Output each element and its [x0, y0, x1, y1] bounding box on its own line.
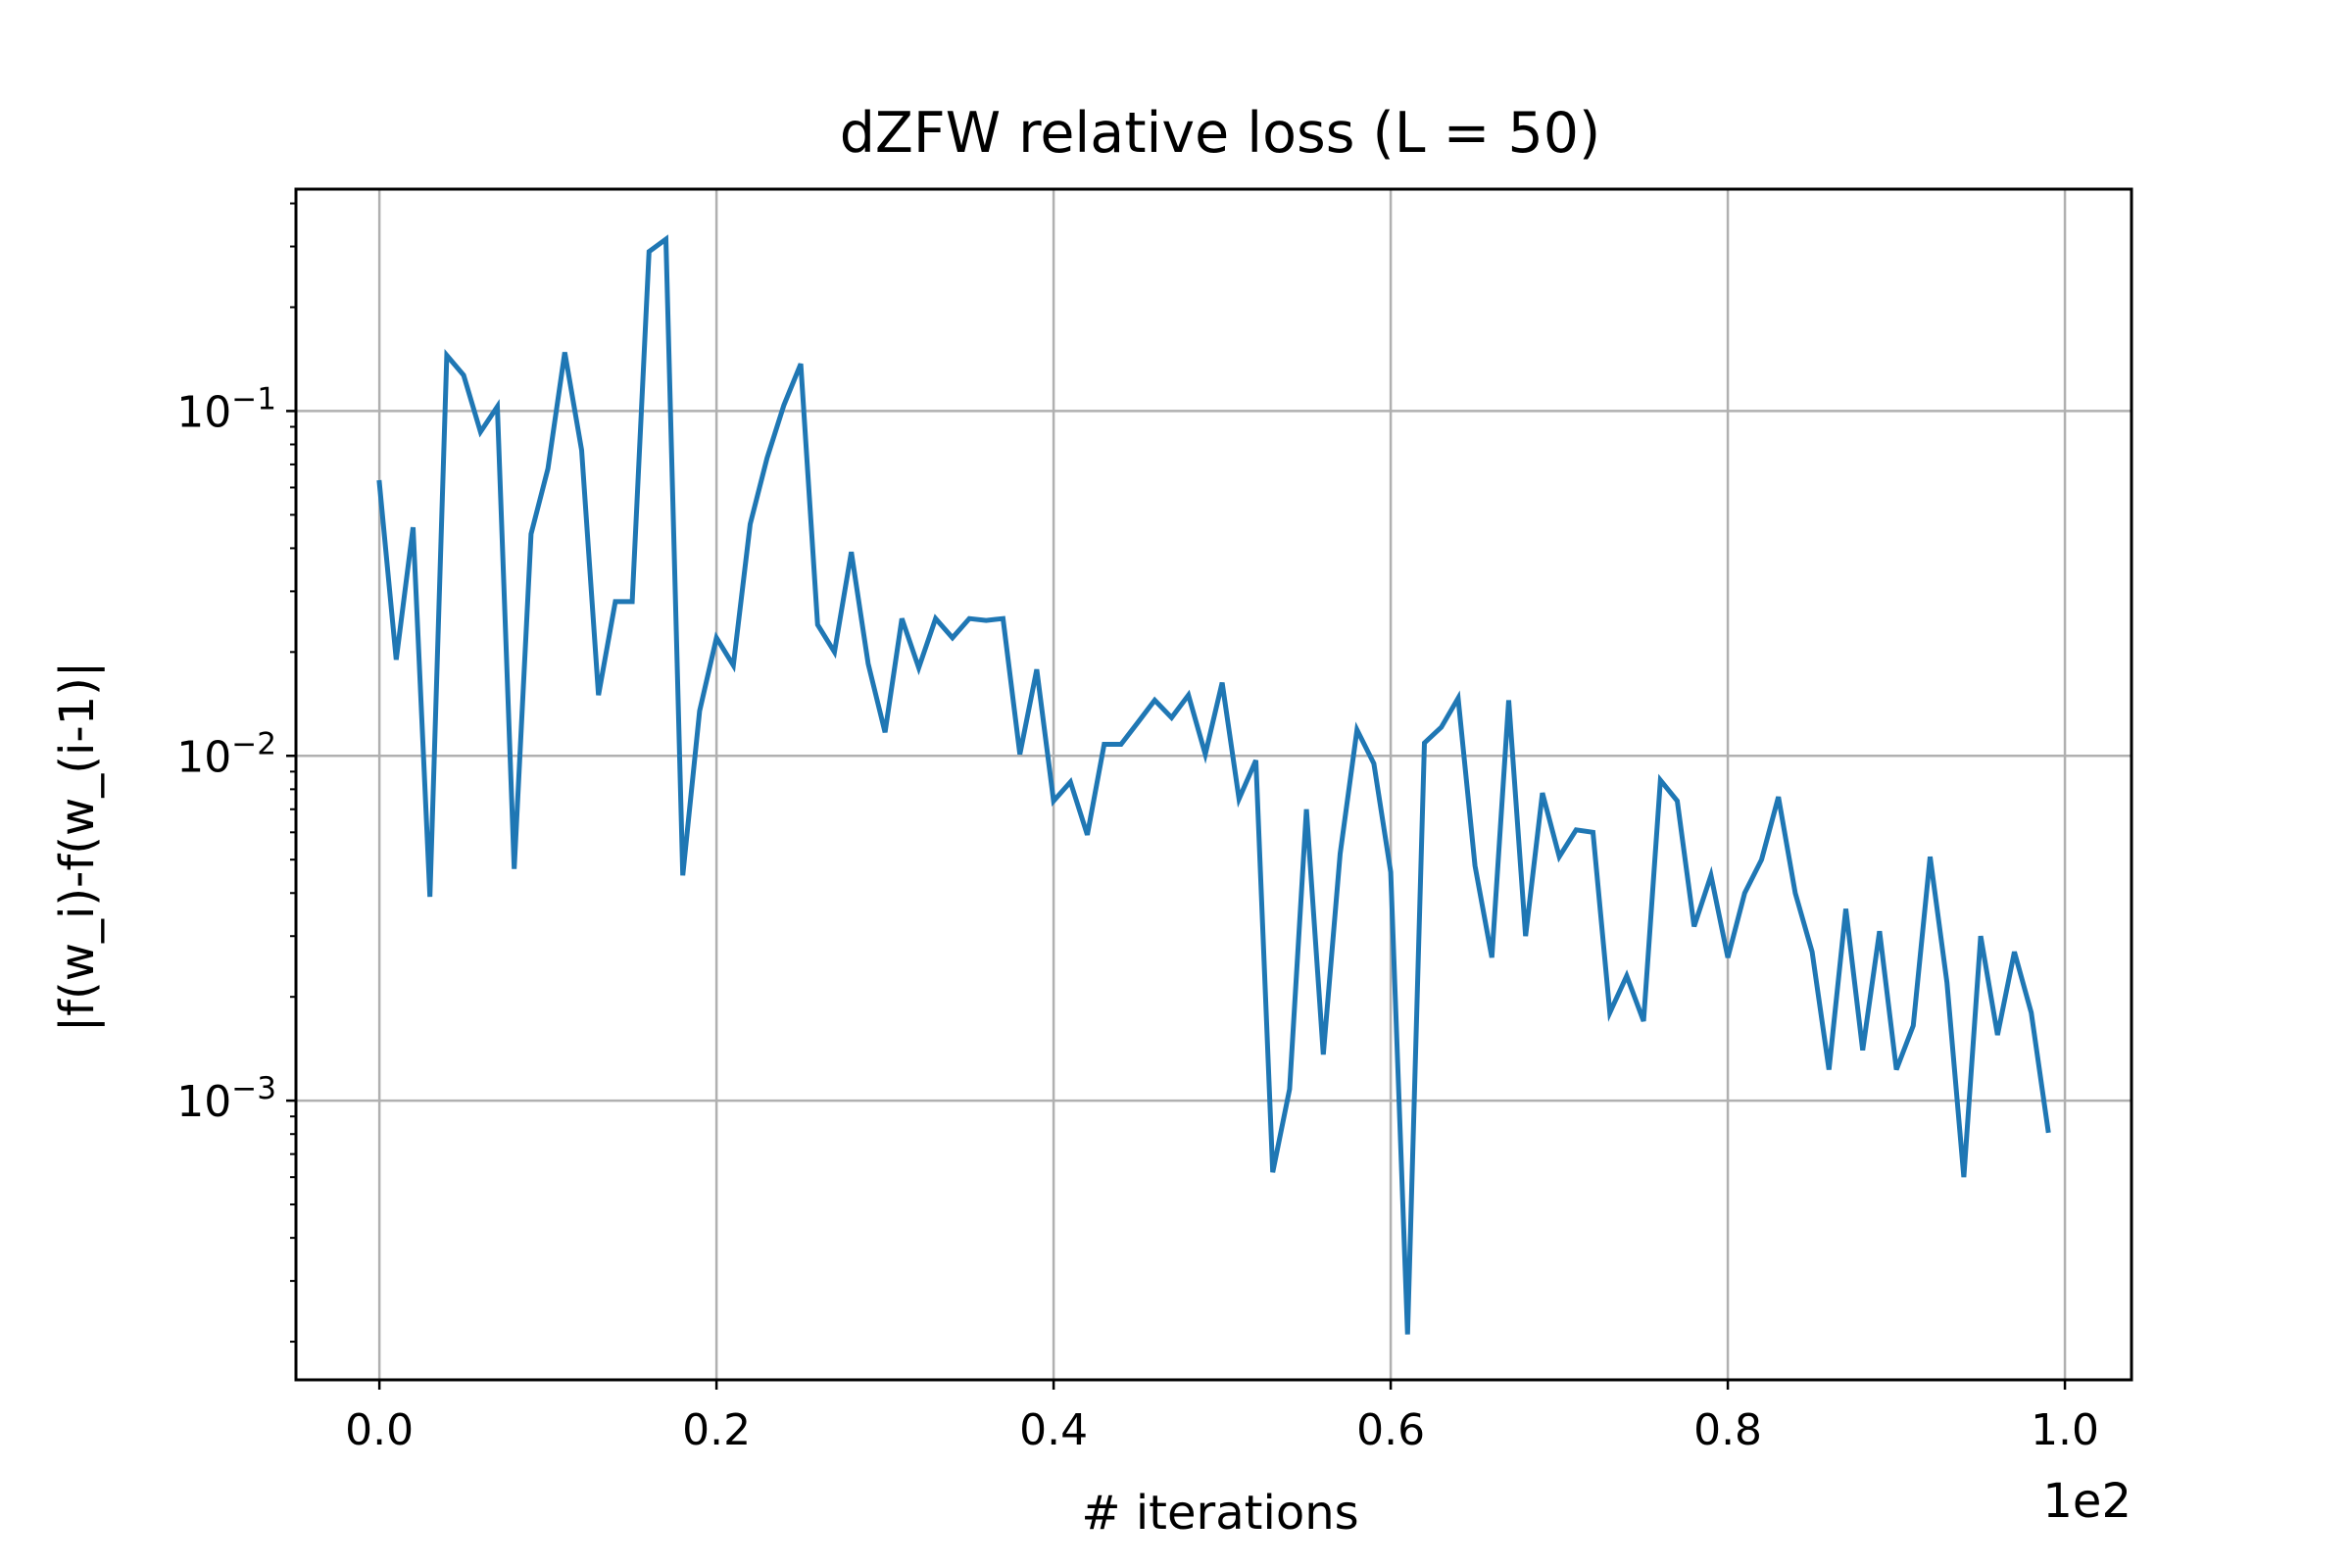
grid	[296, 189, 2132, 1380]
x-axis-offset-label: 1e2	[2042, 1474, 2132, 1529]
x-axis-ticks: 0.0 0.2 0.4 0.6 0.8 1.0	[345, 1380, 2099, 1455]
y-axis-label: |f(w_i)-f(w_(i-1)|	[50, 662, 105, 1032]
plot-frame	[294, 187, 2133, 1382]
x-tick-label: 0.8	[1693, 1405, 1762, 1455]
y-tick-label: 10−2	[176, 726, 276, 782]
x-tick-label: 0.6	[1356, 1405, 1425, 1455]
y-tick-label: 10−1	[176, 381, 276, 437]
x-tick-label: 0.2	[682, 1405, 751, 1455]
x-tick-label: 1.0	[2031, 1405, 2099, 1455]
series-line	[376, 234, 2051, 1335]
y-tick-label: 10−3	[176, 1071, 276, 1127]
x-axis-label: # iterations	[1081, 1486, 1358, 1541]
series-layer	[376, 234, 2051, 1335]
x-tick-label: 0.0	[345, 1405, 414, 1455]
x-tick-label: 0.4	[1019, 1405, 1088, 1455]
chart-title: dZFW relative loss (L = 50)	[840, 101, 1601, 166]
y-axis-ticks: 10−1 10−2 10−3	[176, 381, 296, 1127]
